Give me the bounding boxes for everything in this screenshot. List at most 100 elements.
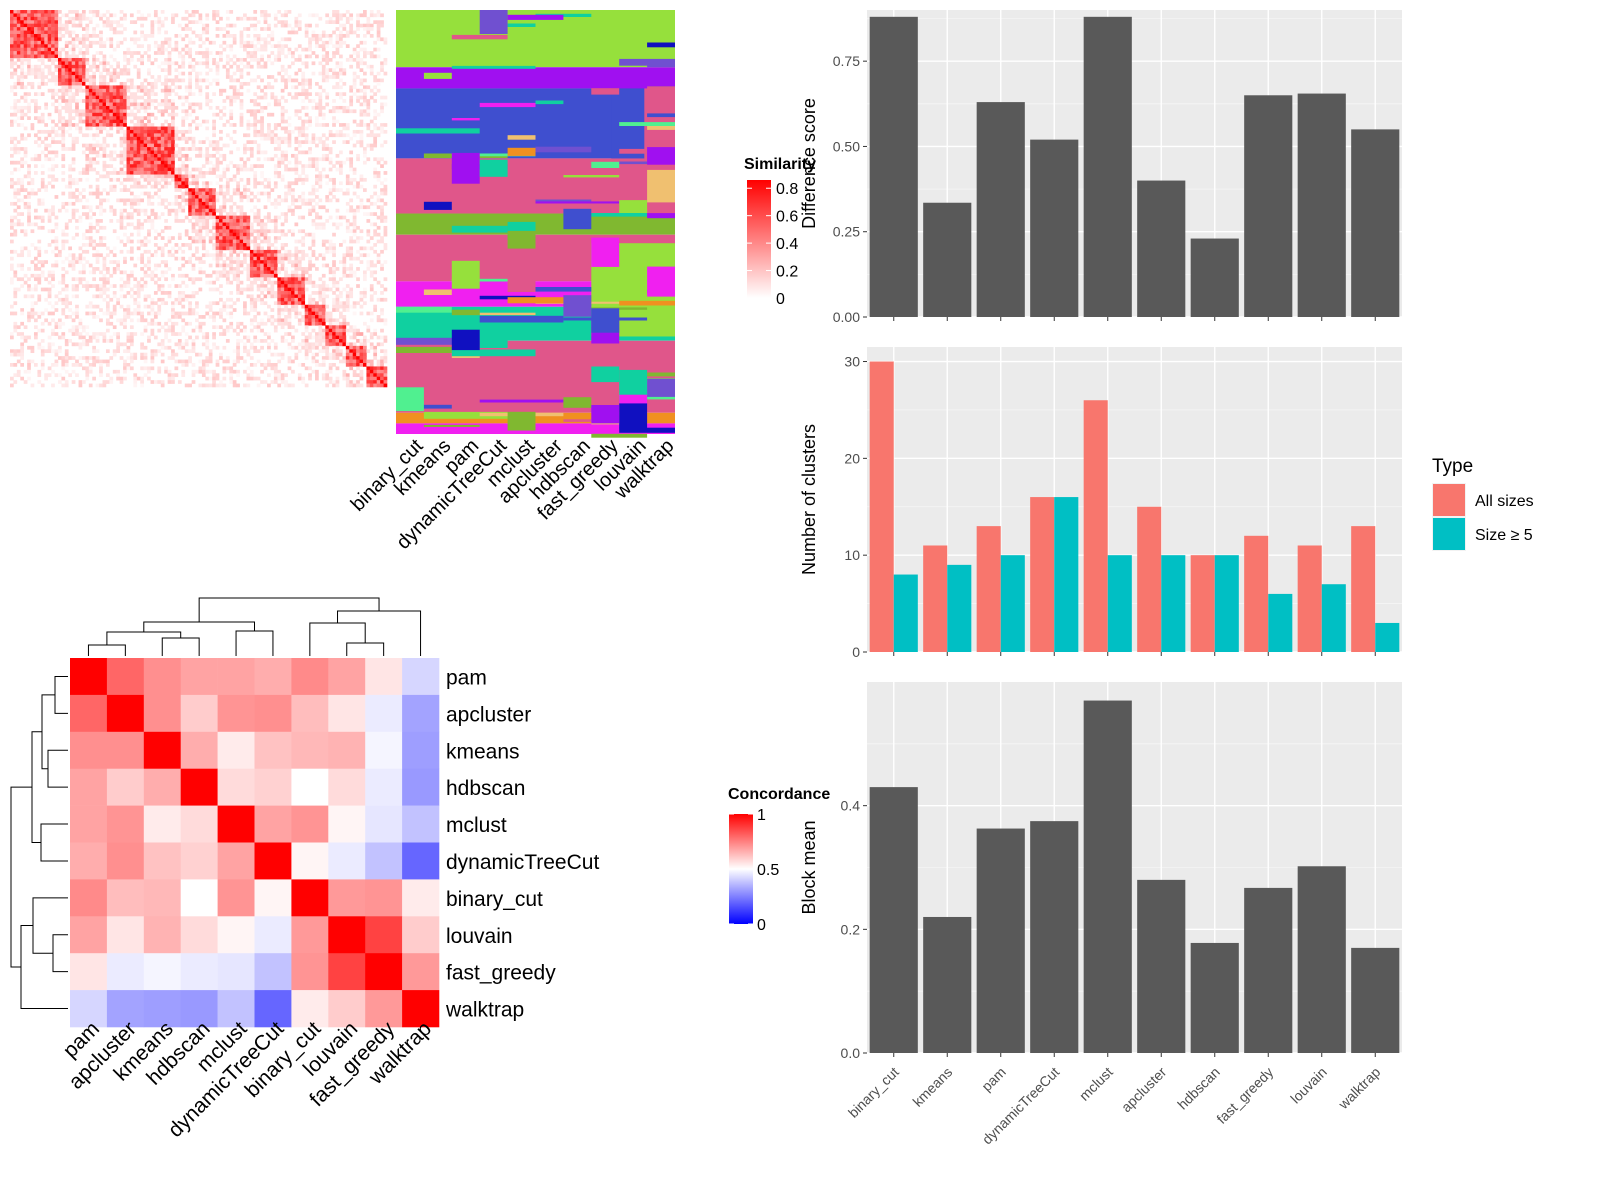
concordance-cell <box>217 768 255 806</box>
bar-all-sizes <box>1083 400 1108 652</box>
y-tick-label: 0.4 <box>841 798 861 814</box>
concordance-cell <box>217 990 255 1028</box>
cluster-method-labels: binary_cutkmeanspamdynamicTreeCutmclusta… <box>347 435 679 554</box>
concordance-cell <box>254 953 292 991</box>
y-tick-label: 0.0 <box>841 1045 861 1061</box>
y-tick-label: 30 <box>844 354 860 370</box>
concordance-cell <box>291 805 329 843</box>
concordance-cell <box>291 842 329 880</box>
concordance-heatmap <box>70 658 440 1028</box>
concordance-cell <box>180 879 218 917</box>
concordance-cell <box>217 953 255 991</box>
concordance-cell <box>291 953 329 991</box>
similarity-legend-tick: 0.4 <box>776 236 798 253</box>
concordance-cell <box>70 990 108 1028</box>
bar <box>1083 16 1132 317</box>
bar <box>923 202 972 317</box>
concordance-cell <box>143 879 181 917</box>
concordance-cell <box>217 879 255 917</box>
concordance-row-label: mclust <box>446 814 507 837</box>
bar <box>1030 821 1079 1054</box>
concordance-cell <box>217 916 255 954</box>
concordance-cell <box>143 694 181 733</box>
concordance-cell <box>180 768 218 806</box>
bar-all-sizes <box>869 361 894 652</box>
y-tick-label: 20 <box>844 450 860 466</box>
concordance-cell <box>402 990 440 1028</box>
concordance-cell <box>402 694 440 733</box>
concordance-cell <box>143 658 181 696</box>
concordance-cell <box>143 990 181 1028</box>
concordance-cell <box>291 990 329 1028</box>
difference-score-bar-chart: 0.00 0.25 0.50 0.75 Difference score <box>799 10 1402 325</box>
number-of-clusters-bar-chart: 0 10 20 30 Number of clusters <box>799 347 1402 660</box>
concordance-cell <box>328 916 366 954</box>
x-tick-label: pam <box>978 1064 1009 1095</box>
concordance-cell <box>106 658 145 696</box>
concordance-legend-tick: 0 <box>757 917 766 934</box>
bar <box>1137 879 1186 1053</box>
concordance-cell <box>365 953 403 991</box>
concordance-cell <box>106 694 145 733</box>
x-tick-label: kmeans <box>909 1064 955 1110</box>
similarity-legend-tick: 0.2 <box>776 264 798 281</box>
bar <box>1190 238 1239 317</box>
concordance-legend-title: Concordance <box>728 786 830 803</box>
bar <box>1083 700 1132 1053</box>
concordance-cell <box>254 842 292 880</box>
y-axis-label: Difference score <box>799 98 819 229</box>
x-tick-label: binary_cut <box>845 1064 902 1121</box>
concordance-row-label: dynamicTreeCut <box>446 851 599 874</box>
concordance-cell <box>143 842 181 880</box>
concordance-cell <box>180 658 218 696</box>
concordance-cell <box>143 916 181 954</box>
concordance-row-label: apcluster <box>446 703 531 726</box>
concordance-row-label: hdbscan <box>446 777 525 800</box>
concordance-cell <box>402 842 440 880</box>
bar <box>1244 887 1293 1053</box>
concordance-cell <box>365 879 403 917</box>
bar <box>1351 947 1400 1053</box>
concordance-cell <box>365 805 403 843</box>
concordance-row-label: binary_cut <box>446 888 543 911</box>
type-legend-title: Type <box>1432 456 1473 477</box>
concordance-cell <box>254 694 292 733</box>
concordance-cell <box>254 879 292 917</box>
bar <box>923 916 972 1053</box>
concordance-cell <box>328 879 366 917</box>
concordance-cell <box>254 916 292 954</box>
concordance-cell <box>291 658 329 696</box>
concordance-cell <box>365 658 403 696</box>
similarity-matrix-heatmap <box>10 10 388 388</box>
concordance-cell <box>328 805 366 843</box>
concordance-cell <box>106 805 145 843</box>
concordance-cell <box>365 694 403 733</box>
concordance-cell <box>402 768 440 806</box>
y-tick-label: 0.00 <box>833 309 860 325</box>
x-tick-label: louvain <box>1287 1064 1330 1107</box>
bar-size-ge-5 <box>1375 622 1400 652</box>
concordance-row-labels: pam apcluster kmeans hdbscan mclust dynamicTr… <box>445 666 599 1021</box>
bar <box>869 787 918 1053</box>
concordance-cell <box>106 916 145 954</box>
bar <box>1244 95 1293 317</box>
concordance-cell <box>106 990 145 1028</box>
concordance-legend-tick: 1 <box>757 807 766 824</box>
y-tick-label: 10 <box>844 547 860 563</box>
y-axis-label: Block mean <box>799 820 819 914</box>
concordance-cell <box>70 879 108 917</box>
concordance-cell <box>291 694 329 733</box>
concordance-cell <box>254 768 292 806</box>
concordance-cell <box>180 916 218 954</box>
similarity-colorbar <box>747 180 771 298</box>
concordance-cell <box>328 842 366 880</box>
concordance-cell <box>365 916 403 954</box>
concordance-cell <box>180 953 218 991</box>
y-axis-label: Number of clusters <box>799 424 819 575</box>
bar-size-ge-5 <box>1054 497 1079 652</box>
concordance-cell <box>254 658 292 696</box>
concordance-cell <box>106 953 145 991</box>
similarity-legend-tick: 0 <box>776 291 785 308</box>
y-tick-label: 0.75 <box>833 53 860 69</box>
bar <box>976 102 1025 317</box>
